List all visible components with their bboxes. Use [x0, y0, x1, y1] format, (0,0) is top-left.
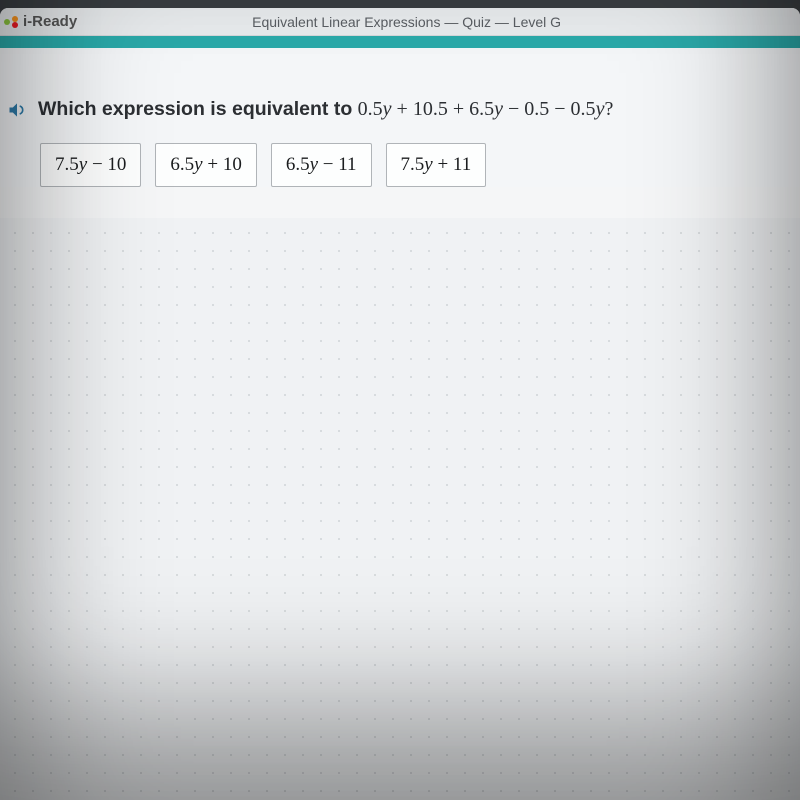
answer-choices: 7.5y − 10 6.5y + 10 6.5y − 11 7.5y + 11	[2, 143, 782, 187]
app-screen: i-Ready Equivalent Linear Expressions — …	[0, 8, 800, 800]
logo-icon	[4, 14, 20, 30]
brand-text: i-Ready	[23, 13, 77, 30]
header-bar: i-Ready Equivalent Linear Expressions — …	[0, 8, 800, 36]
answer-choice-4[interactable]: 7.5y + 11	[386, 143, 487, 187]
content-area: Which expression is equivalent to 0.5y +…	[0, 48, 800, 187]
audio-icon[interactable]	[6, 99, 28, 121]
answer-choice-3[interactable]: 6.5y − 11	[271, 143, 372, 187]
accent-strip	[0, 36, 800, 48]
question-text: Which expression is equivalent to 0.5y +…	[38, 98, 613, 121]
question-row: Which expression is equivalent to 0.5y +…	[2, 98, 782, 121]
answer-choice-1[interactable]: 7.5y − 10	[40, 143, 141, 187]
question-expression: 0.5y + 10.5 + 6.5y − 0.5 − 0.5y?	[358, 98, 614, 120]
breadcrumb: Equivalent Linear Expressions — Quiz — L…	[77, 14, 796, 30]
answer-choice-2[interactable]: 6.5y + 10	[155, 143, 256, 187]
workspace-dotgrid	[0, 218, 800, 800]
prompt-prefix: Which expression is equivalent to	[38, 98, 358, 120]
